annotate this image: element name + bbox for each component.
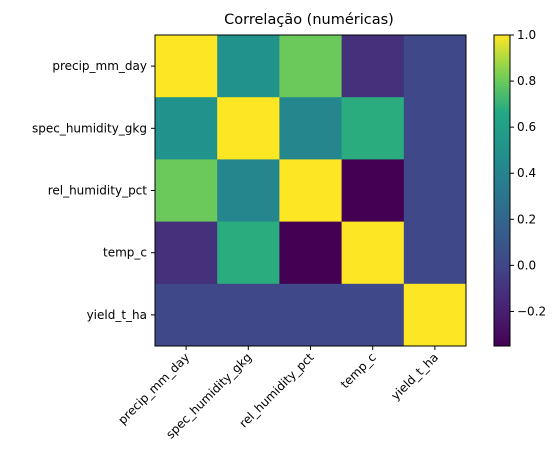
heatmap-cell bbox=[155, 221, 218, 285]
colorbar bbox=[493, 34, 511, 347]
heatmap-cell bbox=[279, 221, 343, 285]
heatmap-cell bbox=[279, 159, 343, 223]
colorbar-tick-label: −0.2 bbox=[517, 304, 546, 318]
heatmap-cell bbox=[403, 221, 467, 285]
y-tick-label: spec_humidity_gkg bbox=[32, 121, 147, 135]
colorbar-tick-label: 0.0 bbox=[517, 258, 536, 272]
heatmap-cell bbox=[155, 159, 218, 223]
y-tick-label: precip_mm_day bbox=[52, 59, 147, 73]
heatmap-cell bbox=[341, 97, 405, 160]
heatmap-cell bbox=[217, 97, 280, 160]
heatmap-cell bbox=[155, 97, 218, 160]
heatmap-cell bbox=[403, 159, 467, 223]
y-tick-label: yield_t_ha bbox=[87, 308, 147, 322]
colorbar-tick-label: 0.2 bbox=[517, 212, 536, 226]
heatmap-cell bbox=[217, 221, 280, 285]
heatmap-cell bbox=[341, 35, 405, 98]
chart-title: Correlação (numéricas) bbox=[224, 12, 394, 28]
colorbar-ticks: 1.0 0.8 0.6 0.4 0.2 0.0 −0.2 bbox=[510, 28, 546, 318]
y-tick-label: rel_humidity_pct bbox=[48, 184, 148, 198]
colorbar-tick-label: 0.6 bbox=[517, 120, 536, 134]
heatmap-cell bbox=[341, 221, 405, 285]
heatmap-cells bbox=[155, 35, 467, 347]
heatmap-cell bbox=[279, 97, 343, 160]
heatmap-cell bbox=[279, 283, 343, 347]
heatmap-cell bbox=[217, 35, 280, 98]
y-axis: precip_mm_day spec_humidity_gkg rel_humidi… bbox=[32, 59, 155, 322]
x-tick-label: yield_t_ha bbox=[388, 350, 441, 403]
heatmap-cell bbox=[155, 35, 218, 98]
y-tick-label: temp_c bbox=[103, 246, 147, 260]
x-axis: precip_mm_dayspec_humidity_gkgrel_humidi… bbox=[115, 346, 441, 441]
heatmap-cell bbox=[403, 283, 467, 347]
heatmap-cell bbox=[155, 283, 218, 347]
x-tick-label: temp_c bbox=[338, 350, 379, 391]
heatmap-cell bbox=[341, 159, 405, 223]
heatmap-cell bbox=[217, 159, 280, 223]
heatmap-cell bbox=[217, 283, 280, 347]
heatmap-cell bbox=[341, 283, 405, 347]
heatmap-cell bbox=[279, 35, 343, 98]
heatmap-cell bbox=[403, 35, 467, 98]
colorbar-tick-label: 0.8 bbox=[517, 74, 536, 88]
colorbar-tick-label: 0.4 bbox=[517, 166, 536, 180]
heatmap-cell bbox=[403, 97, 467, 160]
colorbar-tick-label: 1.0 bbox=[517, 28, 536, 42]
